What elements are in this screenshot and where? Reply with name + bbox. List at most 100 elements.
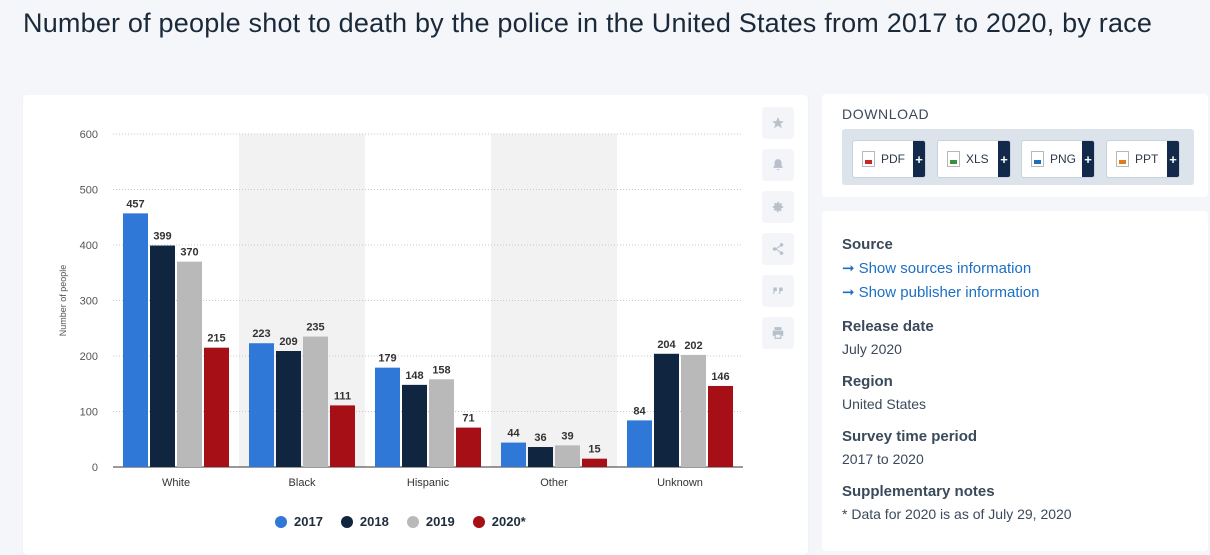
- legend-item-2020[interactable]: 2020*: [472, 514, 526, 529]
- release-date-heading: Release date: [842, 318, 934, 335]
- pdf-file-icon: [862, 151, 875, 167]
- print-icon: [772, 327, 784, 339]
- bar: [249, 343, 274, 467]
- legend-marker: [406, 515, 419, 528]
- region-section: Region United States: [842, 373, 926, 412]
- data-label: 179: [378, 353, 396, 365]
- data-label: 146: [711, 371, 729, 383]
- bar: [681, 354, 706, 467]
- statistic-info-panel: Source ➞ Show sources information ➞ Show p…: [822, 211, 1208, 551]
- bar: [708, 385, 733, 467]
- bar: [555, 445, 580, 467]
- supplementary-notes-section: Supplementary notes * Data for 2020 is a…: [842, 483, 1072, 522]
- data-label: 223: [252, 328, 270, 340]
- plus-icon: +: [913, 141, 925, 177]
- download-label: XLS: [966, 152, 989, 166]
- show-publisher-link[interactable]: ➞ Show publisher information: [842, 283, 1040, 301]
- legend-item-2017[interactable]: 2017: [275, 514, 323, 529]
- y-tick-label: 200: [80, 351, 98, 363]
- source-section: Source ➞ Show sources information ➞ Show p…: [842, 236, 1040, 301]
- arrow-right-icon: ➞: [842, 260, 855, 277]
- download-label: PPT: [1135, 152, 1159, 166]
- x-tick-label: Other: [540, 477, 568, 489]
- download-bar: PDF + XLS + PNG + PPT +: [842, 129, 1194, 185]
- bar: [375, 367, 400, 467]
- download-xls-button[interactable]: XLS +: [937, 140, 1011, 178]
- survey-period-value: 2017 to 2020: [842, 451, 924, 467]
- download-panel: DOWNLOAD PDF + XLS + PNG + PPT +: [822, 94, 1208, 197]
- supplementary-notes-value: * Data for 2020 is as of July 29, 2020: [842, 506, 1072, 522]
- data-label: 370: [180, 247, 198, 259]
- data-label: 457: [126, 198, 144, 210]
- x-tick-label: White: [162, 477, 190, 489]
- chart-toolbar: [762, 107, 794, 359]
- legend-marker: [472, 515, 485, 528]
- y-tick-label: 100: [80, 407, 98, 419]
- bar: [456, 427, 481, 467]
- page-title: Number of people shot to death by the po…: [23, 8, 1153, 38]
- data-label: 204: [657, 339, 676, 351]
- plus-icon: +: [998, 141, 1010, 177]
- print-button[interactable]: [762, 317, 794, 349]
- bar: [150, 245, 175, 467]
- data-label: 44: [507, 428, 520, 440]
- bar: [303, 336, 328, 467]
- download-label: PDF: [881, 152, 905, 166]
- data-label: 235: [306, 322, 324, 334]
- bar: [429, 379, 454, 467]
- data-label: 111: [334, 390, 351, 402]
- star-icon: [772, 117, 784, 129]
- bar: [582, 458, 607, 467]
- favorite-button[interactable]: [762, 107, 794, 139]
- data-label: 36: [534, 432, 546, 444]
- bell-icon: [773, 159, 783, 171]
- xls-file-icon: [947, 151, 960, 167]
- data-label: 158: [432, 364, 450, 376]
- data-label: 84: [633, 405, 646, 417]
- share-button[interactable]: [762, 233, 794, 265]
- bar: [204, 347, 229, 467]
- bar: [276, 351, 301, 467]
- x-tick-label: Hispanic: [407, 477, 450, 489]
- chart-card: 0 100 200 300 400 500 600 Number of people 457 39…: [23, 95, 808, 555]
- legend-label: 2019: [425, 514, 455, 529]
- data-label: 209: [279, 336, 297, 348]
- x-tick-label: Unknown: [657, 477, 703, 489]
- y-tick-label: 0: [92, 462, 98, 474]
- y-tick-label: 600: [80, 129, 98, 141]
- source-heading: Source: [842, 236, 893, 253]
- y-tick-label: 500: [80, 185, 98, 197]
- bar: [177, 261, 202, 467]
- bar: [330, 405, 355, 467]
- y-tick-label: 300: [80, 296, 98, 308]
- legend-label: 2020*: [491, 514, 526, 529]
- chart-legend: 2017 2018 2019 2020*: [275, 514, 526, 529]
- cite-button[interactable]: [762, 275, 794, 307]
- download-title: DOWNLOAD: [842, 106, 930, 122]
- download-png-button[interactable]: PNG +: [1021, 140, 1095, 178]
- share-icon: [772, 243, 784, 255]
- region-heading: Region: [842, 373, 893, 390]
- settings-button[interactable]: [762, 191, 794, 223]
- data-label: 71: [462, 413, 474, 425]
- plus-icon: +: [1167, 141, 1179, 177]
- bar: [123, 213, 148, 467]
- show-sources-label: Show sources information: [858, 260, 1032, 277]
- data-label: 202: [684, 340, 702, 352]
- plus-icon: +: [1082, 141, 1094, 177]
- legend-item-2018[interactable]: 2018: [340, 514, 389, 529]
- show-sources-link[interactable]: ➞ Show sources information: [842, 259, 1040, 277]
- download-label: PNG: [1050, 152, 1077, 166]
- data-label: 215: [207, 333, 225, 345]
- download-ppt-button[interactable]: PPT +: [1106, 140, 1180, 178]
- bar: [402, 384, 427, 467]
- download-pdf-button[interactable]: PDF +: [852, 140, 926, 178]
- release-date-value: July 2020: [842, 341, 902, 357]
- arrow-right-icon: ➞: [842, 284, 855, 301]
- bar-chart: 0 100 200 300 400 500 600 Number of people 457 39…: [58, 129, 743, 489]
- survey-period-heading: Survey time period: [842, 428, 978, 445]
- bar: [627, 420, 652, 467]
- data-label: 399: [153, 231, 171, 243]
- notification-button[interactable]: [762, 149, 794, 181]
- legend-item-2019[interactable]: 2019: [406, 514, 455, 529]
